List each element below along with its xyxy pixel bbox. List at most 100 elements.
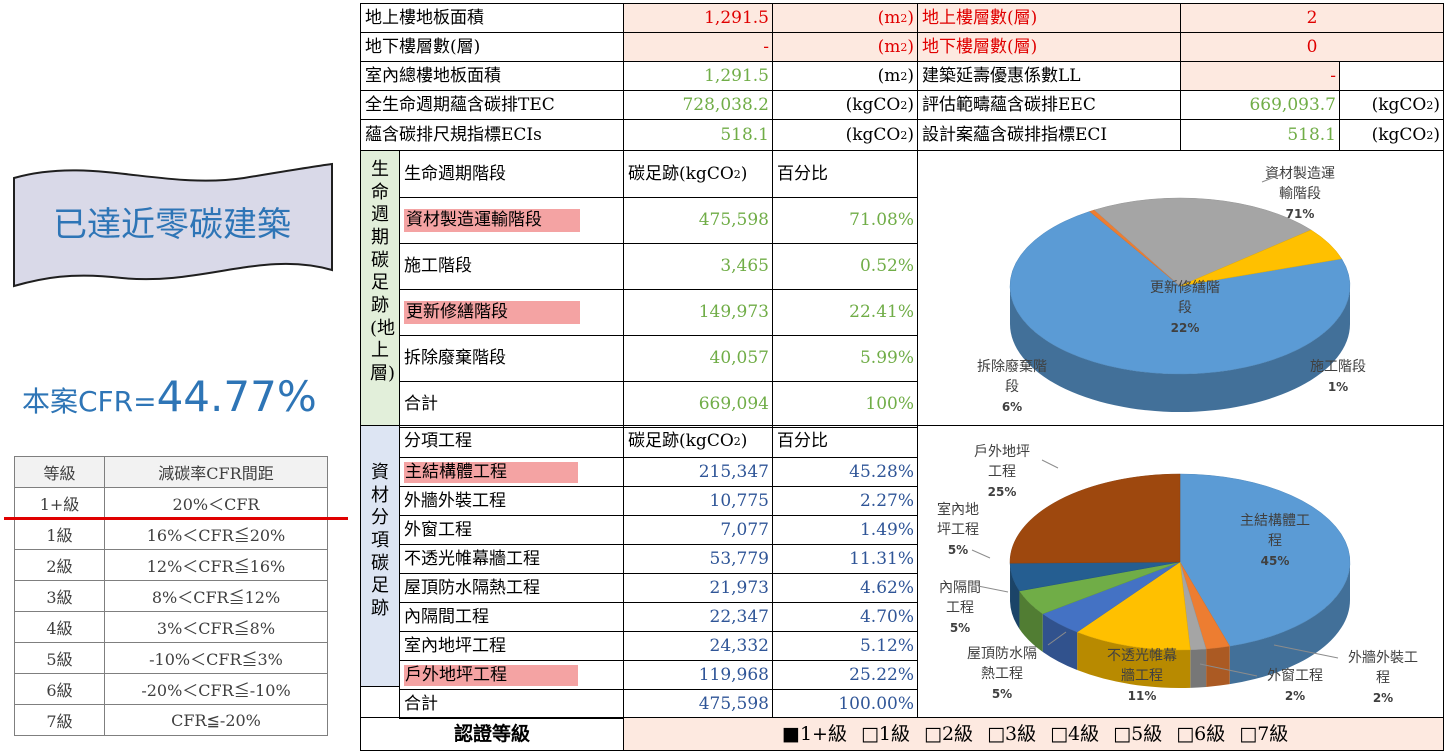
lifecycle-side-label: 生命週期碳足跡(地上層) <box>360 150 400 426</box>
materials-item: 不透光帷幕牆工程 <box>404 548 540 569</box>
materials-pct: 100.00% <box>772 689 918 719</box>
materials-pie-chart: 主結構體工程 45% 外牆外裝工程 2% 外窗工程 2% 不透光帷幕牆工程 11% 屋頂防水隔熱… <box>937 444 1418 705</box>
materials-item-cell: 室內地坪工程 <box>399 631 624 661</box>
cert-option: □1級 <box>860 722 911 745</box>
summary-r1-label2: 地上樓層數(層) <box>917 3 1181 33</box>
materials-cf: 21,973 <box>623 573 773 603</box>
grade-level: 1+級 <box>14 487 105 519</box>
summary-r2-label2: 地下樓層數(層) <box>917 32 1181 62</box>
summary-r5-label1: 蘊含碳排尺規指標ECIs <box>360 119 624 151</box>
pie-label: 戶外地坪工程 25% <box>974 444 1030 499</box>
grade-range: -10%＜CFR≦3% <box>104 642 328 674</box>
pie-slice-side <box>1010 563 1020 629</box>
cert-option: □2級 <box>924 722 974 745</box>
summary-r2-value2: 0 <box>1180 32 1444 62</box>
pie-slice-side <box>1229 562 1350 685</box>
lifecycle-stage: 拆除廢棄階段 <box>404 348 506 368</box>
materials-cf: 53,779 <box>623 544 773 574</box>
grade-level: 4級 <box>14 611 105 643</box>
cert-label: 認證等級 <box>360 717 624 751</box>
pie-slice-side <box>1010 286 1350 412</box>
pie-leader-line <box>1041 459 1059 469</box>
pie-slice <box>1179 229 1343 287</box>
materials-head-cf: 碳足跡(kgCO 2) <box>623 425 773 458</box>
materials-item-cell: 內隔間工程 <box>399 602 624 632</box>
grade-range: 12%＜CFR≦16% <box>104 549 328 581</box>
materials-head-pct: 百分比 <box>772 425 918 458</box>
pie-label: 更新修繕階段 22% <box>1150 280 1220 335</box>
summary-r2-unit1: (m 2) <box>772 32 918 62</box>
summary-r3-label1: 室內總樓地板面積 <box>360 61 624 91</box>
grade-level: 6級 <box>14 673 105 705</box>
pie-label: 內隔間工程 5% <box>939 580 981 635</box>
lifecycle-pct: 0.52% <box>772 243 918 290</box>
materials-item-cell: 合計 <box>399 689 624 719</box>
lifecycle-head-cf: 碳足跡(kgCO 2) <box>623 150 773 198</box>
summary-r2-value1: - <box>623 32 773 62</box>
materials-pct: 5.12% <box>772 631 918 661</box>
lifecycle-pct: 71.08% <box>772 197 918 244</box>
materials-item-cell: 主結構體工程 <box>399 457 624 487</box>
pie-slice <box>1009 473 1181 564</box>
materials-item: 戶外地坪工程 <box>404 664 578 686</box>
materials-pct: 2.27% <box>772 486 918 516</box>
pie-slice-side <box>1042 613 1078 671</box>
pie-slice-side <box>1190 648 1207 688</box>
materials-item-cell: 不透光帷幕牆工程 <box>399 544 624 574</box>
lifecycle-stage-cell: 合計 <box>399 381 624 428</box>
pie-leader-line <box>977 585 1009 593</box>
grade-level: 5級 <box>14 642 105 674</box>
pie-slice <box>1093 197 1312 287</box>
grade-range: 3%＜CFR≦8% <box>104 611 328 643</box>
summary-r5-label2: 設計案蘊含碳排指標ECI <box>917 119 1181 151</box>
pie-label: 主結構體工程 45% <box>1240 513 1310 568</box>
summary-r4-value2: 669,093.7 <box>1180 90 1340 120</box>
summary-r4-label2: 評估範疇蘊含碳排EEC <box>917 90 1181 120</box>
materials-pct: 25.22% <box>772 660 918 690</box>
materials-pct: 11.31% <box>772 544 918 574</box>
summary-r1-value1: 1,291.5 <box>623 3 773 33</box>
grade-level: 7級 <box>14 704 105 736</box>
pie-slice-side <box>1019 590 1043 652</box>
cfr-readout: 本案CFR=44.77% <box>22 372 317 421</box>
lifecycle-cf: 149,973 <box>623 289 773 336</box>
summary-r4-unit1: (kgCO 2) <box>772 90 918 120</box>
summary-r3-value2: - <box>1180 61 1340 91</box>
pie-label: 外窗工程 2% <box>1267 667 1323 703</box>
lifecycle-pct: 100% <box>772 381 918 428</box>
summary-r3-value1: 1,291.5 <box>623 61 773 91</box>
pie-label: 不透光帷幕牆工程 11% <box>1107 648 1177 703</box>
lifecycle-stage-cell: 拆除廢棄階段 <box>399 335 624 382</box>
cfr-label: 本案CFR= <box>22 385 157 418</box>
materials-cf: 119,968 <box>623 660 773 690</box>
pie-label: 室內地坪工程 5% <box>937 501 979 557</box>
grade-level: 2級 <box>14 549 105 581</box>
lifecycle-head-pct: 百分比 <box>772 150 918 198</box>
summary-r3-empty <box>1339 61 1444 91</box>
materials-cf: 22,347 <box>623 602 773 632</box>
pie-label: 資材製造運輸階段 71% <box>1265 166 1335 221</box>
summary-r2-label1: 地下樓層數(層) <box>360 32 624 62</box>
pie-leader-line <box>971 549 991 559</box>
pie-leader-line <box>1199 663 1258 677</box>
lifecycle-stage: 施工階段 <box>404 256 472 276</box>
materials-pct: 1.49% <box>772 515 918 545</box>
lifecycle-stage-cell: 資材製造運輸階段 <box>399 197 624 244</box>
summary-r5-unit2: (kgCO 2) <box>1339 119 1444 151</box>
lifecycle-stage: 更新修繕階段 <box>404 301 580 324</box>
summary-r3-label2: 建築延壽優惠係數LL <box>917 61 1181 91</box>
lifecycle-pct: 5.99% <box>772 335 918 382</box>
cert-option: □3級 <box>987 722 1037 745</box>
pie-label: 外牆外裝工程 2% <box>1348 650 1418 705</box>
grade-range: -20%＜CFR≦-10% <box>104 673 328 705</box>
materials-item: 外牆外裝工程 <box>404 490 506 511</box>
materials-pct: 4.62% <box>772 573 918 603</box>
summary-r5-unit1: (kgCO 2) <box>772 119 918 151</box>
badge-text: 已達近零碳建築 <box>53 205 291 245</box>
pie-slice-side <box>1206 646 1230 687</box>
materials-item: 外窗工程 <box>404 519 472 540</box>
materials-item-cell: 外牆外裝工程 <box>399 486 624 516</box>
materials-side-text: 資材分項碳足跡 <box>371 462 389 620</box>
near-zero-carbon-badge: 已達近零碳建築 <box>13 162 333 288</box>
grade-range: 8%＜CFR≦12% <box>104 580 328 612</box>
